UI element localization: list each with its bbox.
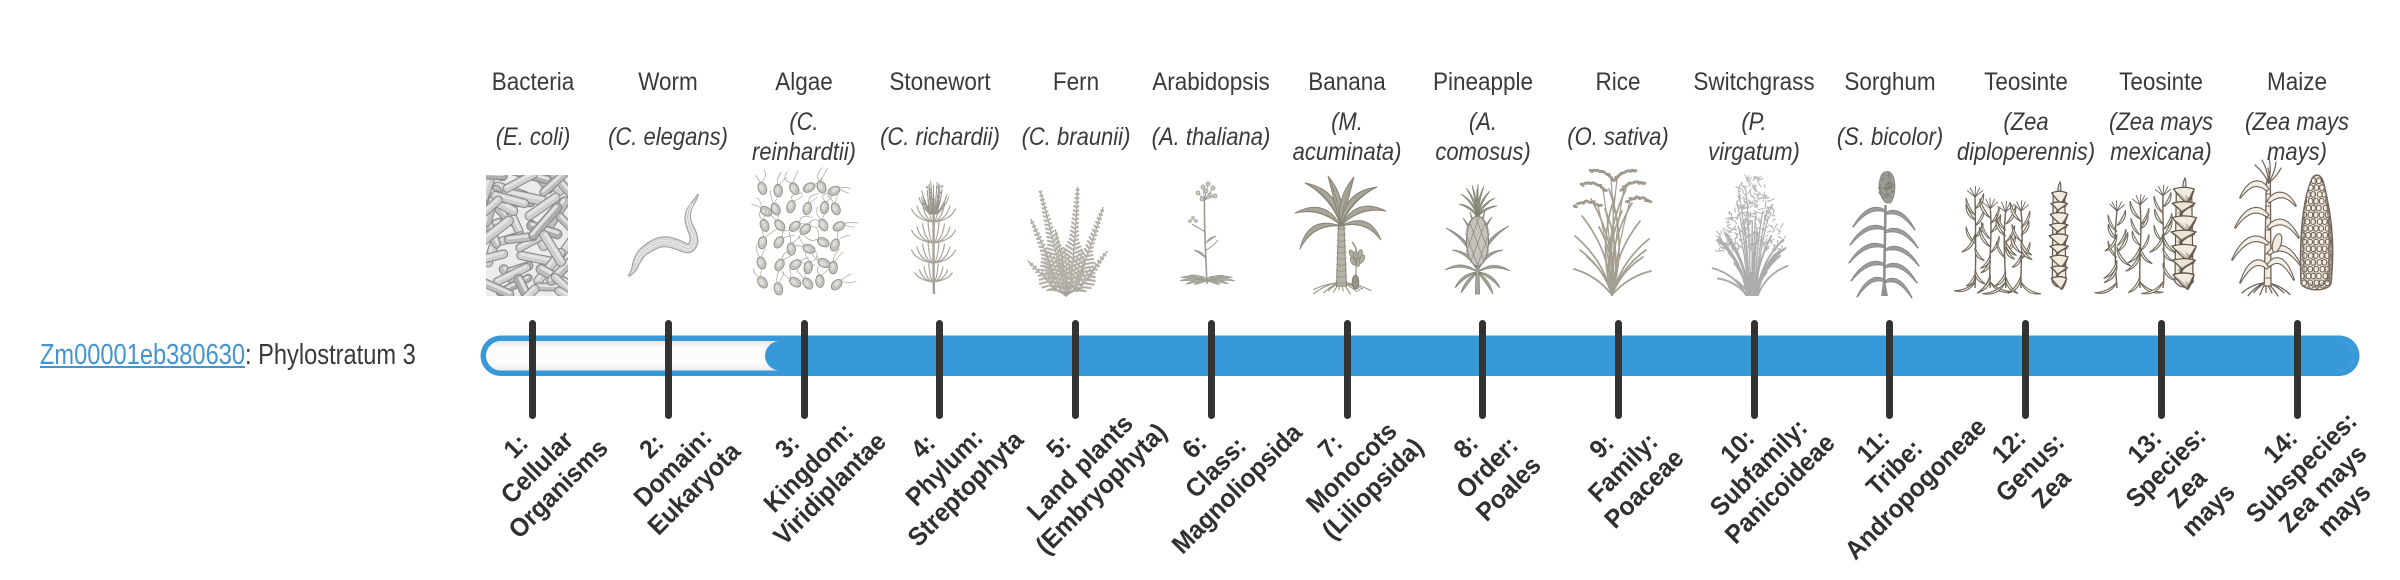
svg-text:Andropogoneae: Andropogoneae <box>1839 413 1992 566</box>
